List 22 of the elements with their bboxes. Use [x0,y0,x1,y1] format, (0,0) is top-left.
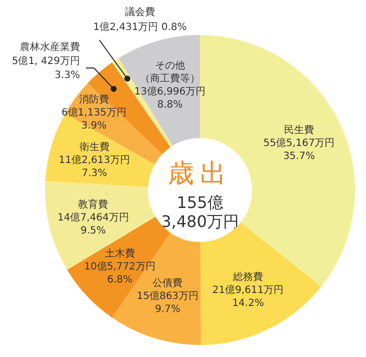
slice-label: 教育費 [78,198,108,210]
data-label: 55億5,167万円 35.7% [263,137,335,162]
data-label: 13億6,996万円 8.8% [134,86,206,111]
text: 155億 [176,193,224,212]
data-label: 15億863万円 9.7% [136,290,199,316]
slice-label: 公債費 [152,277,183,290]
slice-label: 農林水産業費 [20,41,80,53]
slice-label: 総務費 [232,270,264,283]
text: 3,480万円 [161,212,239,231]
slice-label: 民生費 [284,124,314,136]
donut-slice [45,181,156,270]
data-label: 21億9,611万円 14.2% [212,284,284,309]
slice-label: 衛生費 [79,140,110,153]
data-label: 11億2,613万円 7.3% [58,154,130,179]
slice-label: 消防費 [78,93,109,106]
data-label: 14億7,464万円 9.5% [58,211,129,236]
text: 歳出 [168,159,232,189]
data-label: 5億1, 429万円 3.3% [12,55,80,81]
data-label: 1億2,431万円 0.8% [93,21,187,33]
slice-label: 議会費 [125,6,155,18]
slice-label: 土木費 [104,247,135,260]
slice-label: その他（商工費等） [140,60,200,85]
